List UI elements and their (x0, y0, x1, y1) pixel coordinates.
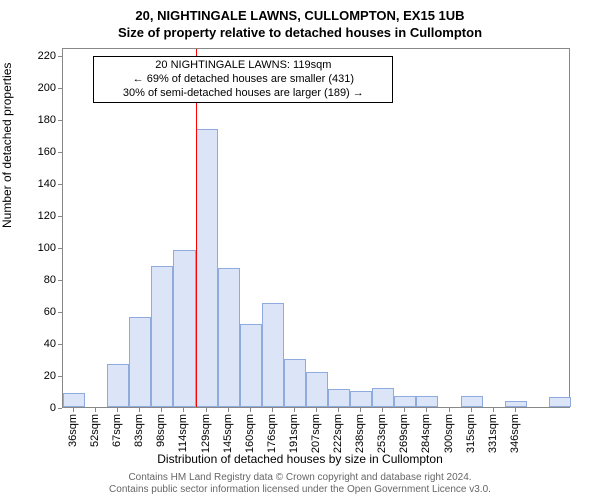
x-tick-mark (95, 408, 96, 412)
histogram-bar (218, 268, 240, 407)
y-tick-mark (58, 280, 62, 281)
histogram-bar (173, 250, 195, 407)
x-tick-label: 207sqm (310, 414, 322, 453)
x-tick-mark (426, 408, 427, 412)
y-tick-mark (58, 376, 62, 377)
histogram-bar (328, 389, 350, 407)
x-tick-label: 253sqm (376, 414, 388, 453)
x-tick-mark (449, 408, 450, 412)
x-tick-mark (316, 408, 317, 412)
page-subtitle: Size of property relative to detached ho… (0, 23, 600, 42)
y-tick-label: 100 (16, 242, 56, 254)
x-tick-mark (360, 408, 361, 412)
x-tick-label: 269sqm (398, 414, 410, 453)
y-tick-label: 120 (16, 210, 56, 222)
y-tick-mark (58, 120, 62, 121)
x-axis-label: Distribution of detached houses by size … (0, 452, 600, 466)
x-tick-mark (206, 408, 207, 412)
x-tick-mark (250, 408, 251, 412)
x-tick-label: 238sqm (354, 414, 366, 453)
histogram-bar (416, 396, 438, 407)
x-tick-label: 300sqm (443, 414, 455, 453)
y-tick-label: 180 (16, 114, 56, 126)
x-tick-label: 36sqm (67, 414, 79, 447)
x-tick-mark (73, 408, 74, 412)
histogram-bar (306, 372, 328, 407)
footer-line-1: Contains HM Land Registry data © Crown c… (0, 472, 600, 484)
x-tick-mark (228, 408, 229, 412)
histogram-plot: 20 NIGHTINGALE LAWNS: 119sqm← 69% of det… (62, 48, 570, 408)
y-tick-mark (58, 56, 62, 57)
x-tick-mark (515, 408, 516, 412)
x-tick-mark (294, 408, 295, 412)
x-tick-label: 315sqm (465, 414, 477, 453)
y-tick-label: 200 (16, 82, 56, 94)
histogram-bar (350, 391, 372, 407)
page-address-title: 20, NIGHTINGALE LAWNS, CULLOMPTON, EX15 … (0, 0, 600, 23)
annotation-line: ← 69% of detached houses are smaller (43… (98, 73, 388, 87)
y-tick-label: 160 (16, 146, 56, 158)
x-tick-mark (471, 408, 472, 412)
y-tick-mark (58, 152, 62, 153)
x-tick-mark (338, 408, 339, 412)
histogram-bar (129, 317, 151, 407)
histogram-bar (372, 388, 394, 407)
y-tick-label: 0 (16, 402, 56, 414)
x-tick-label: 145sqm (222, 414, 234, 453)
x-tick-label: 160sqm (244, 414, 256, 453)
x-tick-mark (117, 408, 118, 412)
y-tick-mark (58, 184, 62, 185)
y-tick-mark (58, 88, 62, 89)
x-tick-label: 346sqm (509, 414, 521, 453)
x-tick-label: 83sqm (133, 414, 145, 447)
y-tick-mark (58, 248, 62, 249)
x-tick-mark (272, 408, 273, 412)
x-tick-mark (382, 408, 383, 412)
histogram-bar (549, 397, 571, 407)
footer-attribution: Contains HM Land Registry data © Crown c… (0, 472, 600, 496)
y-tick-label: 20 (16, 370, 56, 382)
y-tick-label: 220 (16, 50, 56, 62)
annotation-line: 30% of semi-detached houses are larger (… (98, 87, 388, 101)
x-tick-label: 129sqm (200, 414, 212, 453)
y-tick-mark (58, 408, 62, 409)
histogram-bar (63, 393, 85, 407)
x-tick-label: 222sqm (332, 414, 344, 453)
histogram-bar (461, 396, 483, 407)
y-tick-label: 60 (16, 306, 56, 318)
histogram-bar (262, 303, 284, 407)
x-tick-mark (161, 408, 162, 412)
x-tick-label: 284sqm (420, 414, 432, 453)
y-tick-label: 40 (16, 338, 56, 350)
x-tick-label: 176sqm (266, 414, 278, 453)
x-tick-label: 114sqm (177, 414, 189, 452)
histogram-bar (240, 324, 262, 407)
x-tick-label: 52sqm (89, 414, 101, 447)
y-tick-mark (58, 216, 62, 217)
y-tick-label: 80 (16, 274, 56, 286)
annotation-line: 20 NIGHTINGALE LAWNS: 119sqm (98, 59, 388, 73)
x-tick-label: 331sqm (487, 414, 499, 453)
histogram-bar (394, 396, 416, 407)
x-tick-label: 191sqm (288, 414, 300, 453)
histogram-bar (284, 359, 306, 407)
x-tick-mark (183, 408, 184, 412)
histogram-bar (107, 364, 129, 407)
y-tick-mark (58, 344, 62, 345)
footer-line-2: Contains public sector information licen… (0, 484, 600, 496)
y-tick-label: 140 (16, 178, 56, 190)
annotation-box: 20 NIGHTINGALE LAWNS: 119sqm← 69% of det… (93, 56, 393, 103)
x-tick-mark (404, 408, 405, 412)
y-axis-label: Number of detached properties (0, 63, 14, 228)
x-tick-label: 67sqm (111, 414, 123, 447)
histogram-bar (196, 129, 218, 407)
x-tick-mark (139, 408, 140, 412)
x-tick-label: 98sqm (155, 414, 167, 447)
y-tick-mark (58, 312, 62, 313)
histogram-bar (151, 266, 173, 407)
x-tick-mark (493, 408, 494, 412)
histogram-bar (505, 401, 527, 407)
